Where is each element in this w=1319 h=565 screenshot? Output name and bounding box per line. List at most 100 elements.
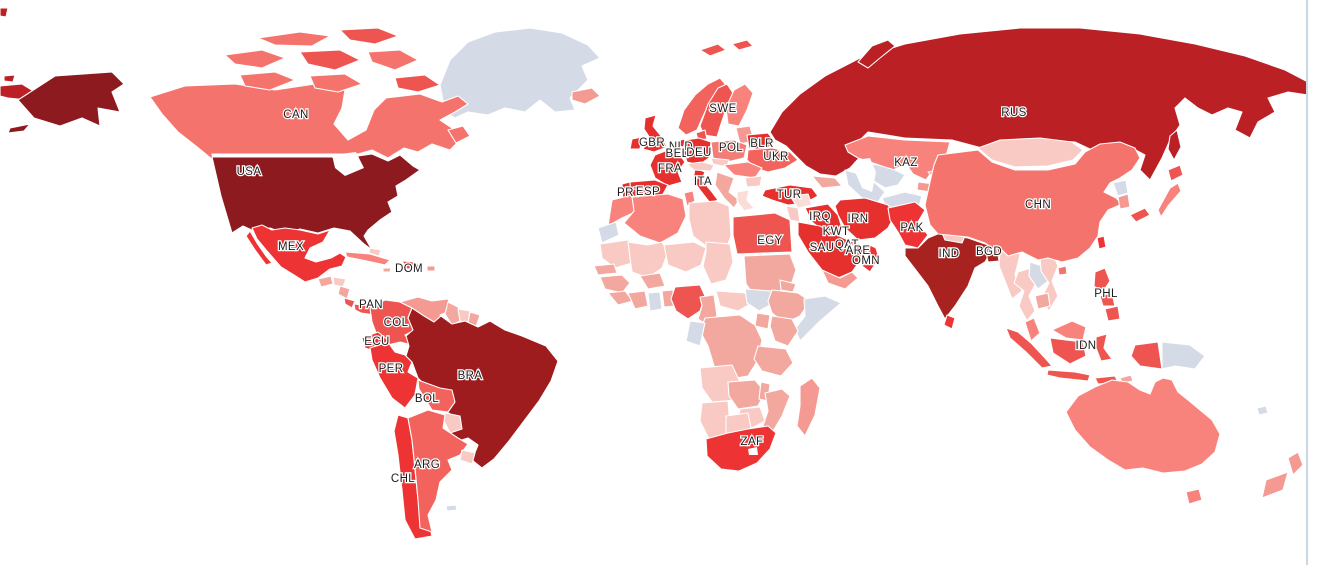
country-costa_rica[interactable]: [343, 297, 356, 309]
country-deu[interactable]: [682, 137, 712, 166]
country-burkina[interactable]: [639, 272, 666, 290]
country-arctic5[interactable]: [367, 49, 419, 71]
country-png[interactable]: [1161, 341, 1206, 370]
country-java[interactable]: [1046, 369, 1091, 382]
country-baja[interactable]: [245, 230, 273, 266]
country-bangladesh[interactable]: [984, 246, 1000, 263]
country-hungary_romania[interactable]: [723, 161, 763, 179]
country-japan_hokkaido[interactable]: [1167, 164, 1184, 182]
country-cambodia[interactable]: [1034, 292, 1051, 310]
country-egypt[interactable]: [732, 212, 793, 255]
country-car[interactable]: [715, 290, 753, 312]
country-phl_luzon[interactable]: [1093, 267, 1111, 294]
country-kenya[interactable]: [769, 315, 799, 347]
country-arctic1[interactable]: [257, 31, 331, 47]
country-tanzania[interactable]: [753, 345, 794, 377]
country-sulawesi[interactable]: [1095, 333, 1113, 362]
country-mozambique[interactable]: [761, 388, 791, 434]
country-guatemala[interactable]: [317, 275, 334, 288]
country-finland[interactable]: [725, 83, 754, 127]
country-phl_visayas[interactable]: [1099, 292, 1116, 307]
country-kuwait[interactable]: [831, 226, 842, 234]
country-argentina[interactable]: [407, 409, 469, 533]
country-japan_kyushu[interactable]: [1129, 207, 1151, 223]
country-arctic3[interactable]: [224, 49, 286, 69]
country-western_sahara[interactable]: [597, 221, 620, 244]
country-niger[interactable]: [663, 241, 707, 273]
country-wrap2[interactable]: [3, 74, 16, 83]
country-papua_idn[interactable]: [1130, 341, 1163, 370]
country-bahamas[interactable]: [368, 247, 382, 257]
country-eritrea[interactable]: [779, 279, 797, 293]
country-oman[interactable]: [861, 243, 880, 273]
country-alaska[interactable]: [17, 71, 125, 127]
country-nigeria[interactable]: [670, 284, 706, 320]
country-ireland[interactable]: [629, 136, 643, 150]
country-falkland[interactable]: [445, 504, 458, 512]
country-aleutians[interactable]: [7, 123, 31, 134]
country-borneo_malaysia[interactable]: [1051, 320, 1087, 341]
country-arctic7[interactable]: [309, 73, 363, 93]
country-nz_north[interactable]: [1287, 451, 1304, 476]
country-japan_honshu[interactable]: [1157, 182, 1182, 218]
country-iceland[interactable]: [571, 87, 601, 105]
country-south_africa[interactable]: [705, 425, 777, 472]
country-cuba[interactable]: [344, 251, 391, 266]
country-australia[interactable]: [1065, 377, 1221, 474]
country-zambia[interactable]: [727, 379, 766, 410]
country-uganda[interactable]: [754, 312, 771, 330]
country-are[interactable]: [854, 245, 869, 254]
country-qatar[interactable]: [848, 240, 854, 249]
country-gbr[interactable]: [642, 114, 668, 153]
country-iraq[interactable]: [804, 203, 843, 233]
country-caucasus[interactable]: [811, 175, 843, 189]
country-greece[interactable]: [736, 189, 755, 212]
country-madagascar[interactable]: [796, 377, 821, 437]
country-yemen[interactable]: [821, 269, 859, 290]
country-canada[interactable]: [149, 83, 469, 161]
country-mongolia[interactable]: [977, 137, 1084, 168]
country-china[interactable]: [924, 141, 1141, 263]
country-sumatra[interactable]: [1005, 327, 1053, 369]
country-algeria[interactable]: [623, 193, 687, 244]
country-iran[interactable]: [834, 197, 896, 241]
country-somalia[interactable]: [794, 295, 842, 342]
country-senegal[interactable]: [593, 263, 618, 276]
country-novaya[interactable]: [857, 39, 896, 69]
country-ivory_coast[interactable]: [627, 290, 649, 310]
country-wrap5[interactable]: [0, 7, 9, 18]
country-hispaniola[interactable]: [401, 260, 422, 270]
country-sri_lanka[interactable]: [943, 314, 956, 330]
country-saudi[interactable]: [797, 221, 863, 279]
country-congo_gabon[interactable]: [685, 320, 706, 347]
country-france[interactable]: [649, 149, 686, 187]
country-svalbard2[interactable]: [731, 39, 754, 51]
country-hainan[interactable]: [1057, 265, 1068, 276]
country-bulgaria[interactable]: [744, 175, 763, 188]
country-arctic4[interactable]: [299, 49, 361, 71]
country-laos[interactable]: [1028, 261, 1049, 290]
country-north_korea[interactable]: [1112, 179, 1129, 197]
country-phl_mindanao[interactable]: [1104, 305, 1121, 322]
country-chad[interactable]: [702, 241, 734, 285]
country-drc[interactable]: [699, 314, 763, 380]
country-greenland[interactable]: [439, 27, 601, 119]
country-balkans[interactable]: [714, 171, 740, 209]
country-bolivia[interactable]: [417, 379, 456, 413]
country-arctic6[interactable]: [239, 71, 296, 91]
country-uruguay[interactable]: [459, 449, 476, 465]
country-blr[interactable]: [746, 132, 776, 151]
country-italy[interactable]: [692, 167, 719, 204]
country-svalbard1[interactable]: [699, 43, 727, 57]
country-sakhalin[interactable]: [1167, 129, 1182, 161]
country-mexico[interactable]: [251, 224, 347, 283]
country-taiwan[interactable]: [1096, 235, 1107, 250]
country-south_sudan[interactable]: [744, 288, 775, 312]
country-syria[interactable]: [789, 193, 813, 209]
country-alpine[interactable]: [686, 161, 715, 172]
country-mali[interactable]: [627, 241, 669, 279]
country-nz_south[interactable]: [1261, 471, 1289, 499]
country-pakistan[interactable]: [887, 201, 929, 249]
country-new_caledonia[interactable]: [1256, 405, 1269, 416]
country-brazil[interactable]: [405, 307, 559, 469]
